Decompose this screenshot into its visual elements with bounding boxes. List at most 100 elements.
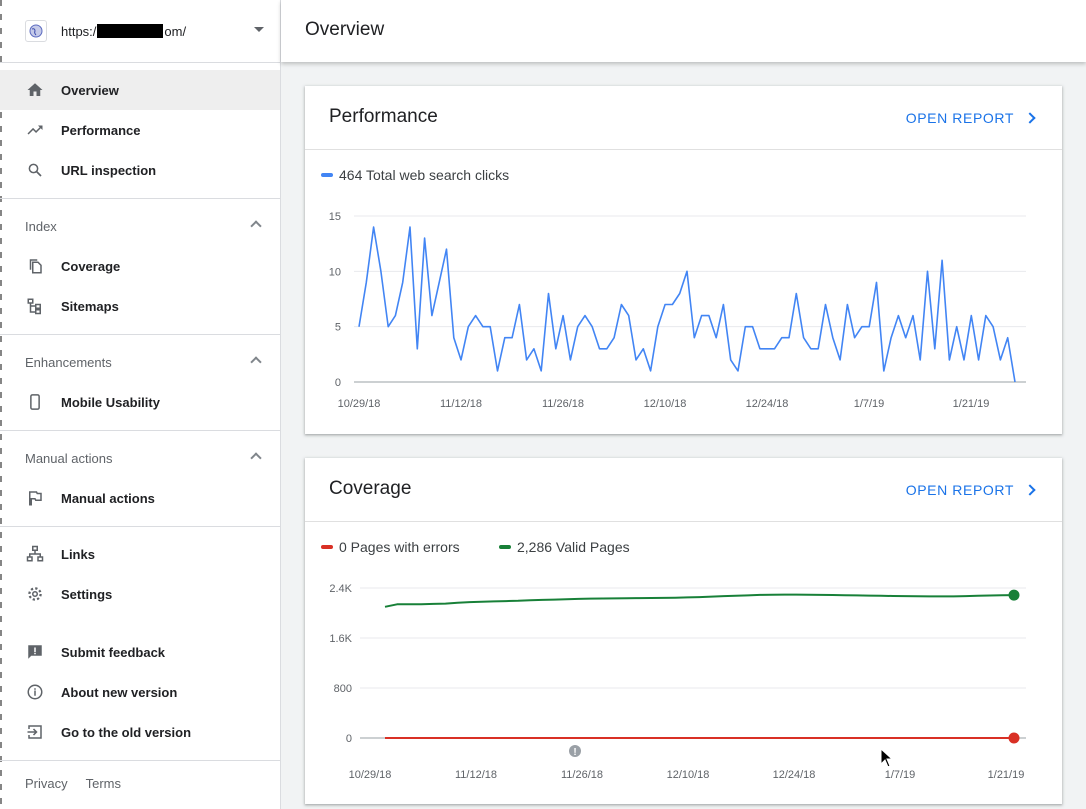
mouse-cursor-icon [880,748,894,768]
sidebar-item-about-new-version[interactable]: About new version [0,672,280,712]
section-index[interactable]: Index [0,208,280,244]
sidebar-item-url-inspection[interactable]: URL inspection [0,150,280,190]
legend-label: 2,286 Valid Pages [517,539,630,555]
sidebar-item-label: Submit feedback [61,644,166,660]
open-report-label: OPEN REPORT [905,482,1014,498]
x-tick-label: 1/21/19 [988,769,1025,781]
sidebar-item-label: Manual actions [61,490,155,506]
chevron-right-icon [1024,112,1036,124]
sidebar-item-old-version[interactable]: Go to the old version [0,712,280,752]
section-manual-actions[interactable]: Manual actions [0,440,280,476]
open-report-button[interactable]: OPEN REPORT [905,482,1036,498]
legend-label: 0 Pages with errors [339,539,460,555]
section-label: Enhancements [25,354,112,370]
exit-icon [25,722,45,742]
privacy-link[interactable]: Privacy [25,776,68,791]
flag-icon [25,488,45,508]
section-label: Index [25,218,57,234]
x-tick-label: 11/26/18 [542,398,584,410]
annotation-marker-icon [569,745,581,757]
copy-icon [25,256,45,276]
divider [0,334,280,335]
legend-clicks: 464 Total web search clicks [321,167,509,183]
sidebar-item-performance[interactable]: Performance [0,110,280,150]
legend-label: 464 Total web search clicks [339,167,510,183]
sidebar-item-label: Performance [61,122,141,138]
series-end-point [1008,732,1020,744]
terms-link[interactable]: Terms [85,776,122,791]
y-tick-label: 1.6K [329,633,352,645]
x-tick-label: 12/24/18 [773,769,816,781]
sidebar-item-links[interactable]: Links [0,534,280,574]
divider [0,62,280,63]
property-url: https:/ om/ [61,24,186,39]
trending-up-icon [25,120,45,140]
x-tick-label: 11/26/18 [561,769,603,781]
legend-swatch [321,545,333,549]
dropdown-caret-icon[interactable] [254,27,264,32]
x-tick-label: 11/12/18 [455,769,497,781]
x-tick-label: 12/10/18 [644,398,687,410]
sidebar-item-label: Links [61,546,95,562]
series-line [358,226,1016,383]
performance-chart: 15 10 5 0 10/29/18 11/12/18 11/26/18 12/10/18 12… [329,211,1026,410]
sidebar-item-settings[interactable]: Settings [0,574,280,614]
sidebar-item-mobile-usability[interactable]: Mobile Usability [0,382,280,422]
annotation-marker-label: ! [573,747,576,758]
sidebar-item-submit-feedback[interactable]: Submit feedback [0,632,280,672]
search-icon [25,160,45,180]
performance-card: Performance OPEN REPORT 464 Total web se… [305,86,1062,434]
divider [0,430,280,431]
card-title: Coverage [329,478,412,499]
sidebar-item-label: Overview [61,82,119,98]
y-tick-label: 0 [335,377,341,389]
y-tick-label: 5 [335,322,341,334]
x-tick-label: 1/21/19 [953,398,990,410]
sidebar-item-overview[interactable]: Overview [0,70,280,110]
y-tick-label: 2.4K [329,583,352,595]
card-header: Performance OPEN REPORT [305,86,1062,150]
x-tick-label: 12/10/18 [667,769,710,781]
property-url-prefix: https:/ [61,23,97,39]
info-icon [25,682,45,702]
open-report-button[interactable]: OPEN REPORT [905,110,1036,126]
sidebar-item-manual-actions[interactable]: Manual actions [0,478,280,518]
x-tick-label: 10/29/18 [349,769,392,781]
redaction-bar [97,24,164,38]
coverage-chart: 2.4K 1.6K 800 0 10/29/18 11/12/18 11/26/18 12/1… [329,583,1026,781]
x-tick-label: 11/12/18 [440,398,482,410]
legend-swatch [321,173,333,177]
property-selector[interactable]: https:/ om/ [25,19,270,43]
sidebar: https:/ om/ Overview Performance URL insp… [0,0,281,809]
sidebar-item-sitemaps[interactable]: Sitemaps [0,286,280,326]
sidebar-item-label: Coverage [61,258,121,274]
section-enhancements[interactable]: Enhancements [0,344,280,380]
y-tick-label: 0 [346,733,352,745]
series-end-point [1008,589,1020,601]
divider [0,526,280,527]
sidebar-item-label: Sitemaps [61,298,119,314]
card-title: Performance [329,106,438,127]
footer-links: Privacy Terms [25,776,121,791]
sidebar-item-label: Go to the old version [61,724,192,740]
y-tick-label: 10 [329,266,341,278]
x-tick-label: 1/7/19 [885,769,916,781]
phone-icon [25,392,45,412]
sidebar-item-label: Mobile Usability [61,394,160,410]
y-tick-label: 15 [329,211,341,223]
chevron-up-icon [250,356,262,368]
links-icon [25,544,45,564]
open-report-label: OPEN REPORT [905,110,1014,126]
series-line [384,593,1015,608]
sidebar-item-coverage[interactable]: Coverage [0,246,280,286]
window-edge [0,0,2,809]
divider [0,198,280,199]
sitemap-icon [25,296,45,316]
chevron-up-icon [250,220,262,232]
gear-icon [25,584,45,604]
x-tick-label: 10/29/18 [338,398,381,410]
legend-swatch [499,545,511,549]
chevron-right-icon [1024,484,1036,496]
legend-valid: 2,286 Valid Pages [499,539,630,555]
sidebar-item-label: Settings [61,586,113,602]
